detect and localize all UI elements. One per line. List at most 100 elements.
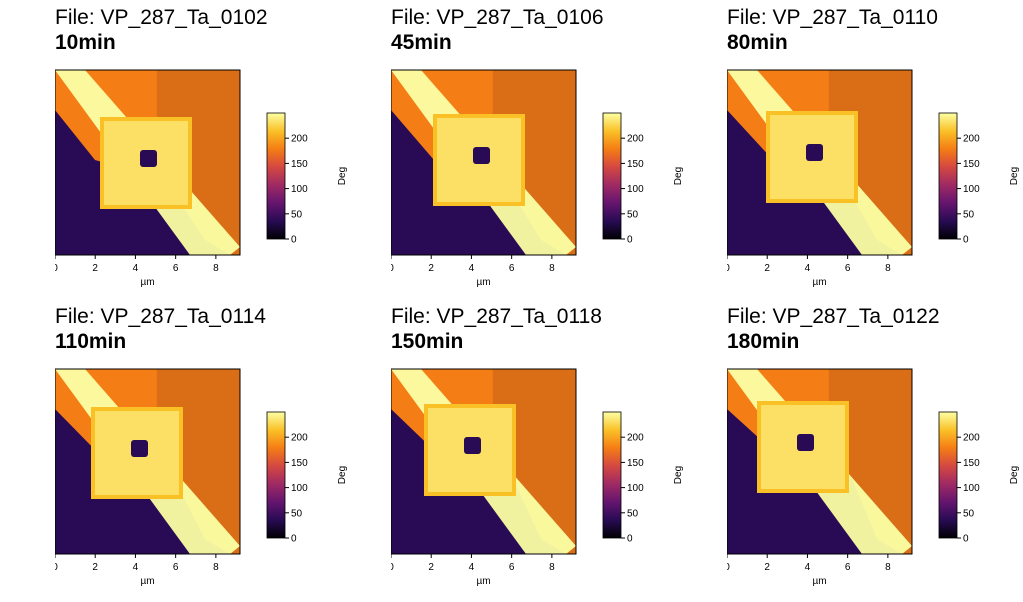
panel-file-title: File: VP_287_Ta_0118 <box>391 305 602 328</box>
x-tick-label: 4 <box>805 263 811 274</box>
hole <box>464 437 481 454</box>
x-tick-label: 4 <box>469 562 475 573</box>
x-axis-label: µm <box>476 576 490 587</box>
x-tick-label: 0 <box>55 562 58 573</box>
colorbar <box>266 411 286 539</box>
panel-file-title: File: VP_287_Ta_0102 <box>55 6 268 29</box>
x-tick-label: 8 <box>885 562 891 573</box>
afm-panel: File: VP_287_Ta_0106 45min 0022446688µmµ… <box>391 6 721 301</box>
colorbar-tick-label: 0 <box>291 534 297 545</box>
colorbar-tick-label: 100 <box>291 184 308 195</box>
afm-panel: File: VP_287_Ta_0102 10min 0022446688µmµ… <box>55 6 385 301</box>
colorbar-tick-label: 150 <box>627 458 644 469</box>
panel-time-title: 150min <box>391 330 464 353</box>
panel-file-title: File: VP_287_Ta_0114 <box>55 305 266 328</box>
colorbar-tick-label: 0 <box>627 235 633 246</box>
panel-file-title: File: VP_287_Ta_0110 <box>727 6 938 29</box>
afm-plot: 0022446688µmµm050100150200Deg <box>727 69 1020 288</box>
colorbar-tick-label: 100 <box>627 184 644 195</box>
image-frame <box>55 69 241 256</box>
colorbar <box>938 112 958 240</box>
x-tick-label: 6 <box>845 263 851 274</box>
x-axis-label: µm <box>812 576 826 587</box>
colorbar-tick-label: 150 <box>291 159 308 170</box>
x-tick-label: 2 <box>764 263 770 274</box>
x-tick-label: 8 <box>549 562 555 573</box>
x-tick-label: 2 <box>428 263 434 274</box>
x-tick-label: 4 <box>133 562 139 573</box>
colorbar-label: Deg <box>673 167 684 185</box>
x-tick-label: 2 <box>92 263 98 274</box>
panel-time-title: 45min <box>391 31 452 54</box>
hole <box>131 440 148 457</box>
colorbar-tick-label: 50 <box>963 508 975 519</box>
x-tick-label: 2 <box>92 562 98 573</box>
image-frame <box>55 368 241 555</box>
colorbar-tick-label: 50 <box>291 508 303 519</box>
colorbar <box>266 112 286 240</box>
panel-time-title: 80min <box>727 31 788 54</box>
hole <box>473 147 490 164</box>
image-frame <box>391 69 577 256</box>
colorbar-tick-label: 200 <box>291 433 308 444</box>
afm-panel: File: VP_287_Ta_0118 150min 0022446688µm… <box>391 305 721 600</box>
x-axis-label: µm <box>476 277 490 288</box>
colorbar-tick-label: 150 <box>627 159 644 170</box>
colorbar <box>602 411 622 539</box>
afm-plot: 0022446688µmµm050100150200Deg <box>391 69 684 288</box>
afm-image <box>55 70 240 255</box>
image-frame <box>727 368 913 555</box>
colorbar-tick-label: 50 <box>963 209 975 220</box>
colorbar-tick-label: 150 <box>291 458 308 469</box>
x-tick-label: 0 <box>55 263 58 274</box>
colorbar-tick-label: 0 <box>963 534 969 545</box>
x-tick-label: 8 <box>213 562 219 573</box>
colorbar-tick-label: 200 <box>963 433 980 444</box>
afm-plot: 0022446688µmµm050100150200Deg <box>55 368 348 587</box>
hole <box>806 144 823 161</box>
colorbar-tick-label: 0 <box>291 235 297 246</box>
x-tick-label: 8 <box>885 263 891 274</box>
panel-file-title: File: VP_287_Ta_0122 <box>727 305 940 328</box>
x-tick-label: 8 <box>213 263 219 274</box>
hole <box>140 150 157 167</box>
afm-panel: File: VP_287_Ta_0122 180min 0022446688µm… <box>727 305 1023 600</box>
x-tick-label: 2 <box>764 562 770 573</box>
colorbar-tick-label: 200 <box>627 433 644 444</box>
afm-image <box>391 369 576 554</box>
colorbar-tick-label: 200 <box>291 134 308 145</box>
afm-image <box>727 369 912 554</box>
colorbar-label: Deg <box>1009 167 1020 185</box>
panel-file-title: File: VP_287_Ta_0106 <box>391 6 604 29</box>
x-tick-label: 8 <box>549 263 555 274</box>
colorbar-tick-label: 100 <box>963 483 980 494</box>
colorbar-tick-label: 200 <box>963 134 980 145</box>
afm-panel: File: VP_287_Ta_0114 110min 0022446688µm… <box>55 305 385 600</box>
x-axis-label: µm <box>812 277 826 288</box>
x-tick-label: 6 <box>173 562 179 573</box>
afm-image <box>727 70 912 255</box>
x-axis-label: µm <box>140 576 154 587</box>
image-frame <box>727 69 913 256</box>
colorbar-tick-label: 0 <box>963 235 969 246</box>
afm-plot: 0022446688µmµm050100150200Deg <box>391 368 684 587</box>
afm-plot: 0022446688µmµm050100150200Deg <box>55 69 348 288</box>
x-axis-label: µm <box>140 277 154 288</box>
x-tick-label: 4 <box>469 263 475 274</box>
colorbar-tick-label: 50 <box>627 508 639 519</box>
x-tick-label: 0 <box>391 263 394 274</box>
colorbar-label: Deg <box>337 167 348 185</box>
x-tick-label: 6 <box>173 263 179 274</box>
x-tick-label: 2 <box>428 562 434 573</box>
colorbar-tick-label: 50 <box>291 209 303 220</box>
colorbar-tick-label: 150 <box>963 458 980 469</box>
panel-time-title: 110min <box>55 330 127 353</box>
panel-time-title: 180min <box>727 330 800 353</box>
x-tick-label: 4 <box>133 263 139 274</box>
colorbar-label: Deg <box>337 466 348 484</box>
x-tick-label: 4 <box>805 562 811 573</box>
colorbar-tick-label: 50 <box>627 209 639 220</box>
x-tick-label: 0 <box>391 562 394 573</box>
x-tick-label: 6 <box>845 562 851 573</box>
hole <box>797 434 814 451</box>
